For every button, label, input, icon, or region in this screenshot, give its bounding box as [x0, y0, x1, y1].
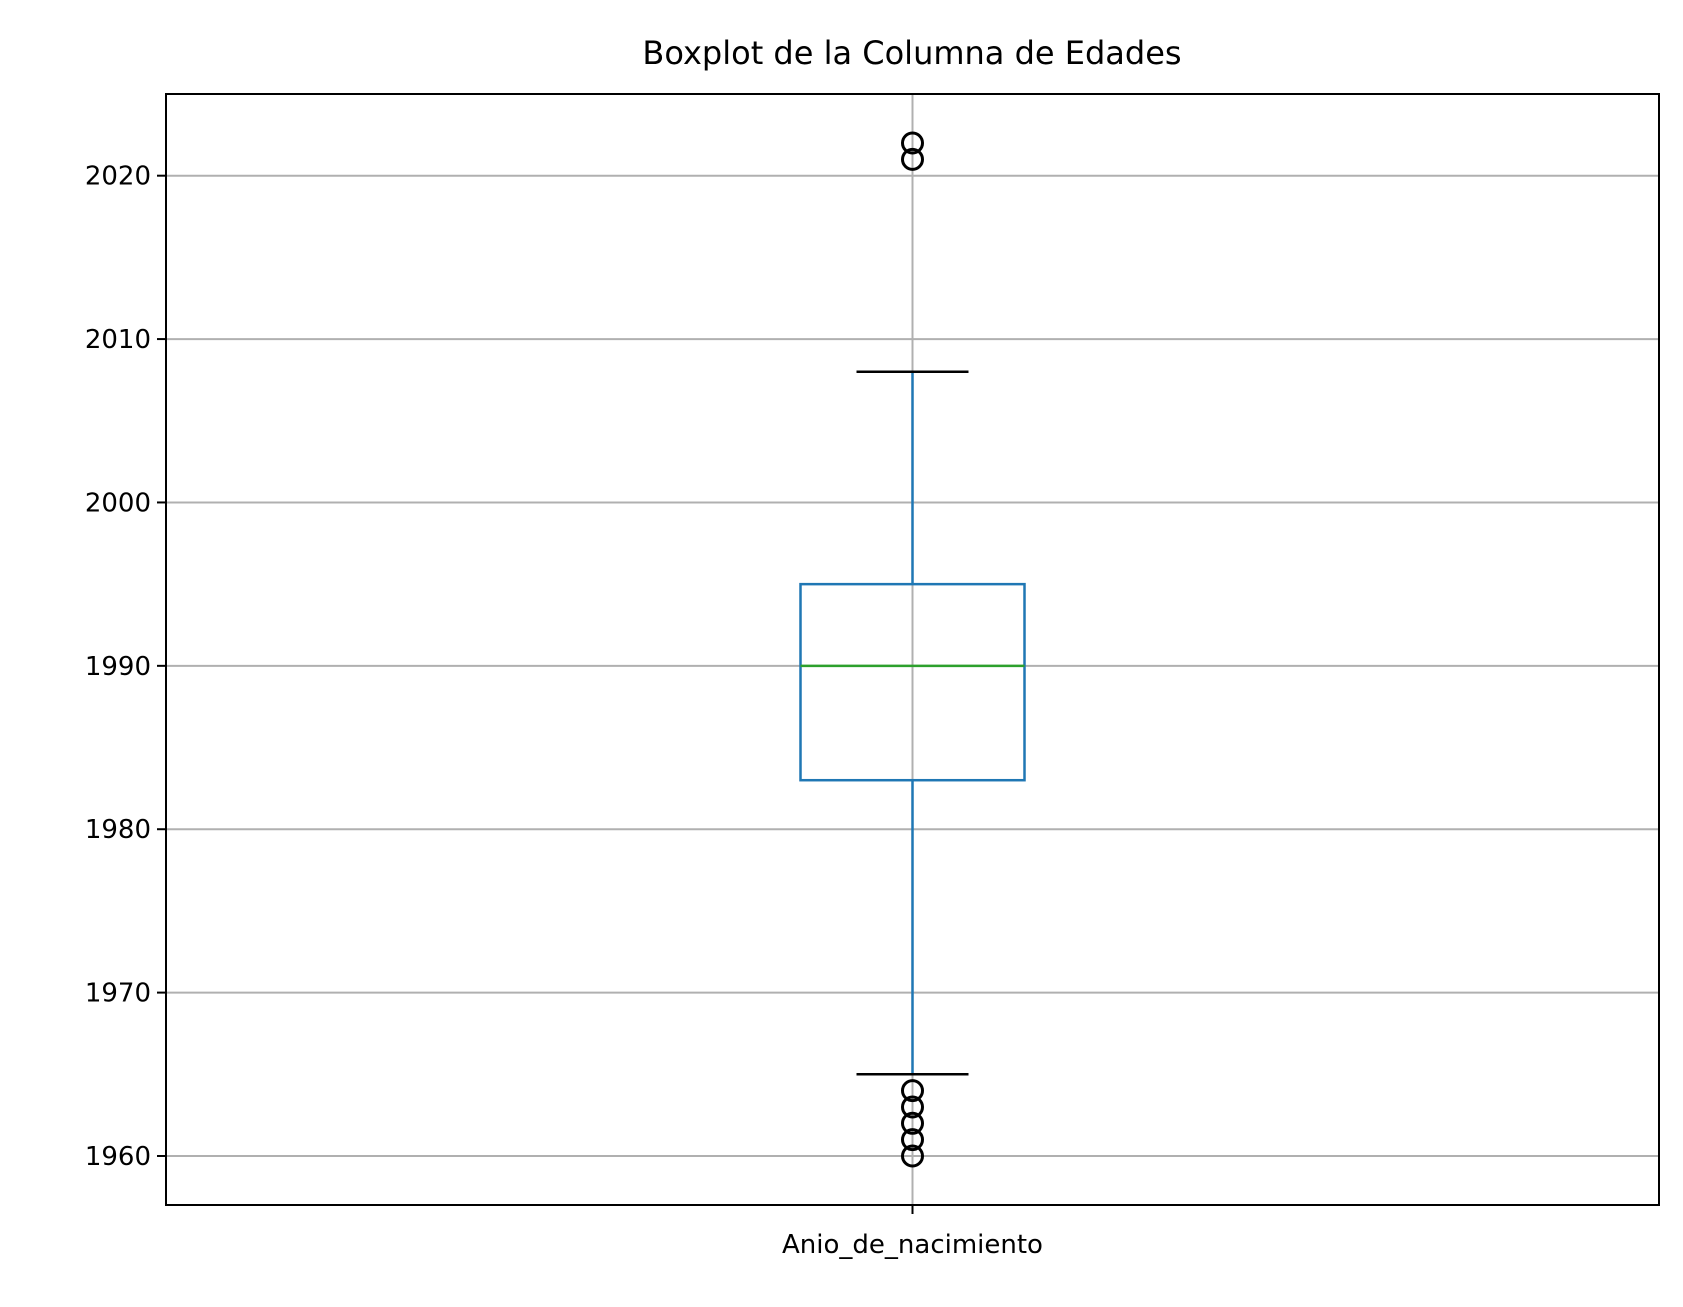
y-tick-label-2020: 2020 [85, 162, 151, 192]
y-tick-label-2010: 2010 [85, 325, 151, 355]
outlier-point-1960 [901, 1144, 924, 1168]
y-tick-label-1960: 1960 [85, 1142, 151, 1172]
outliers [901, 131, 924, 1168]
y-tick-label-1980: 1980 [85, 815, 151, 845]
axis-ticks: 1960 1970 1980 1990 2000 2010 2020 Anio_de_naci… [85, 162, 1043, 1260]
chart-title: Boxplot de la Columna de Edades [642, 34, 1181, 72]
outlier-point-1961 [901, 1128, 924, 1152]
iqr-box [799, 582, 1026, 782]
outlier-point-1962 [901, 1111, 924, 1135]
y-tick-label-2000: 2000 [85, 488, 151, 518]
box-plot [799, 370, 1026, 1076]
outlier-point-1963 [901, 1095, 924, 1119]
y-tick-label-1990: 1990 [85, 652, 151, 682]
outlier-point-2021 [901, 147, 924, 171]
outlier-point-2022 [901, 131, 924, 155]
y-tick-label-1970: 1970 [85, 979, 151, 1009]
x-tick-label: Anio_de_nacimiento [782, 1230, 1043, 1260]
outlier-point-1964 [901, 1079, 924, 1103]
